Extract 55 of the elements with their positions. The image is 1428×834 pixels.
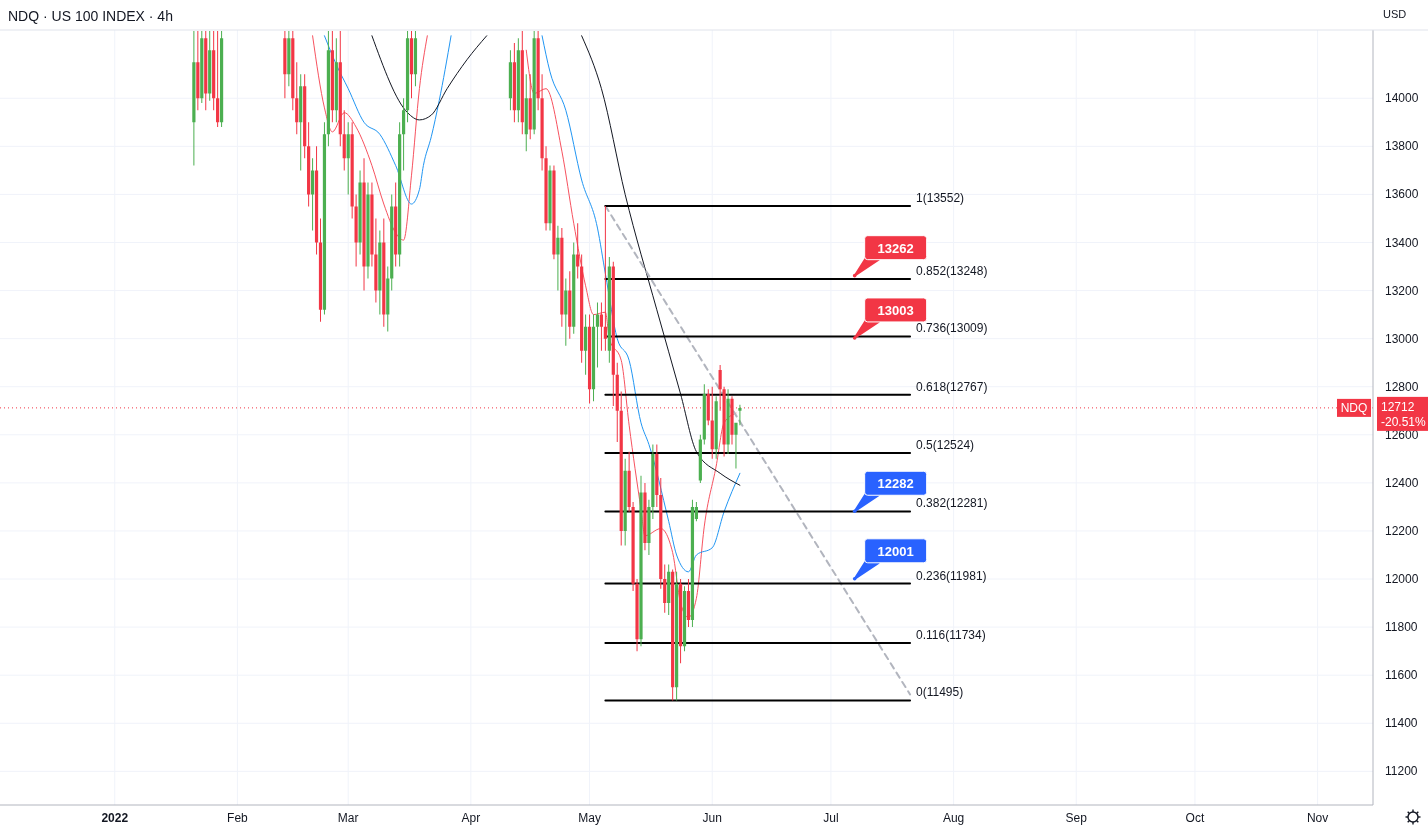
y-tick-label: 12400 — [1385, 475, 1419, 490]
candlestick — [726, 389, 730, 455]
candlestick — [366, 182, 370, 279]
y-tick-label: 13600 — [1385, 187, 1419, 202]
chart-title: NDQ · US 100 INDEX · 4h — [8, 8, 173, 24]
series-label: 0(11495) — [916, 685, 964, 700]
x-tick-label: Oct — [1185, 811, 1205, 825]
x-tick-label: Mar — [337, 811, 359, 825]
x-tick-label: Jul — [823, 811, 839, 825]
y-tick-label: 11800 — [1385, 620, 1418, 635]
series-label: 1(13552) — [916, 190, 965, 205]
series-label: 0.236(11981) — [916, 568, 987, 583]
y-tick-label: 12200 — [1385, 523, 1419, 538]
y-tick-label: 11600 — [1385, 668, 1418, 683]
candlestick — [552, 165, 556, 260]
y-tick-label: 12600 — [1385, 427, 1419, 442]
series-label: 0.116(11734) — [916, 627, 986, 642]
y-tick-label: 11400 — [1385, 716, 1418, 731]
y-tick-label: 13800 — [1385, 139, 1419, 154]
series-label: 0.382(12281) — [916, 496, 988, 511]
series-label: 0.618(12767) — [916, 379, 988, 394]
candlestick — [556, 225, 560, 291]
annotation: 12001 — [877, 543, 914, 559]
y-tick-label: 12800 — [1385, 379, 1419, 394]
y-tick-label: 11200 — [1385, 764, 1418, 779]
text: -20.51% — [1381, 414, 1427, 429]
x-tick-label: 2022 — [101, 811, 129, 825]
text: 12712 — [1381, 399, 1415, 414]
candlestick — [362, 158, 366, 291]
y-tick-label: 13400 — [1385, 235, 1419, 250]
x-tick-label: Sep — [1065, 811, 1088, 825]
candlestick — [548, 165, 552, 231]
x-tick-label: Apr — [461, 811, 481, 825]
x-tick-label: Feb — [227, 811, 249, 825]
x-tick-label: May — [578, 811, 601, 825]
annotation: 13003 — [877, 302, 914, 318]
x-tick-label: Aug — [942, 811, 965, 825]
y-tick-label: 13000 — [1385, 331, 1419, 346]
annotation: 12282 — [877, 476, 914, 492]
y-tick-label: 13200 — [1385, 283, 1419, 298]
y-tick-label: 12000 — [1385, 572, 1419, 587]
series-label: 0.736(13009) — [916, 321, 988, 336]
x-tick-label: Jun — [702, 811, 722, 825]
y-axis-title: USD — [1383, 8, 1407, 20]
series-label: 0.5(12524) — [916, 438, 975, 453]
candlestick — [730, 396, 734, 445]
y-tick-label: 14000 — [1385, 91, 1419, 106]
x-tick-label: Nov — [1306, 811, 1329, 825]
candlestick — [639, 475, 643, 647]
candlestick — [603, 205, 607, 351]
candlestick — [358, 170, 362, 255]
candlestick — [643, 482, 647, 551]
annotation: 13262 — [877, 240, 914, 256]
ref-line-label: NDQ — [1340, 400, 1368, 415]
series-label: 0.852(13248) — [916, 264, 988, 279]
